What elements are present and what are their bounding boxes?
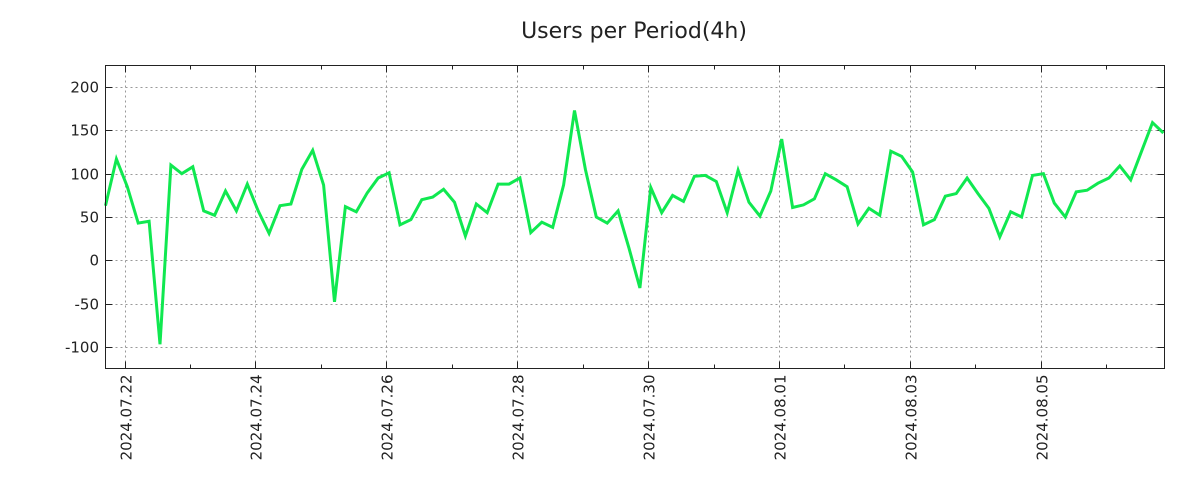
y-tick-label: 150	[70, 122, 99, 140]
series-line-users	[104, 110, 1165, 345]
y-axis-labels: -100 -50 0 50 100 150 200	[65, 79, 99, 357]
axis-ticks	[105, 65, 1165, 369]
x-tick-label: 2024.07.30	[641, 375, 659, 461]
series-lines	[104, 110, 1165, 345]
x-tick-label: 2024.07.26	[379, 375, 397, 461]
y-tick-label: -50	[75, 296, 100, 314]
y-tick-label: 0	[89, 252, 99, 270]
x-tick-label: 2024.08.05	[1034, 375, 1052, 461]
x-tick-label: 2024.07.28	[510, 375, 528, 461]
y-tick-label: 100	[70, 166, 99, 184]
y-tick-label: 50	[80, 209, 99, 227]
y-tick-label: -100	[65, 339, 99, 357]
x-tick-label: 2024.08.01	[772, 375, 790, 461]
x-tick-label: 2024.07.24	[248, 375, 266, 461]
y-tick-label: 200	[70, 79, 99, 97]
grid	[105, 65, 1165, 369]
x-tick-label: 2024.08.03	[903, 375, 921, 461]
plot-frame	[105, 65, 1165, 369]
chart-title: Users per Period(4h)	[521, 19, 747, 44]
x-tick-label: 2024.07.22	[118, 375, 136, 461]
x-axis-labels: 2024.07.22 2024.07.24 2024.07.26 2024.07.28…	[118, 375, 1052, 461]
